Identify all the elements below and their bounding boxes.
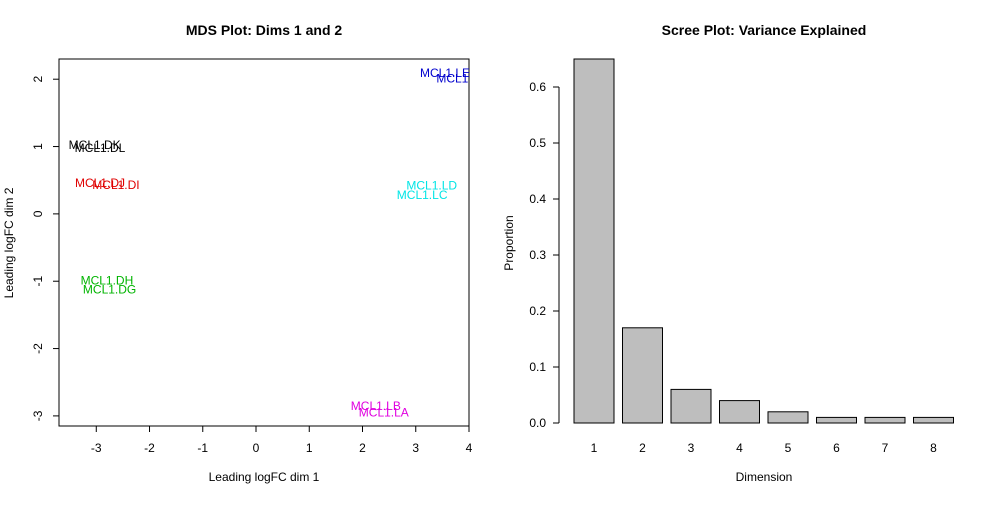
mds-plot-frame: [58, 58, 470, 427]
mds-point-label: MCL1.DK: [69, 138, 121, 152]
scree-x-tick-label: 8: [930, 441, 937, 455]
scree-bar: [864, 416, 906, 424]
scree-x-tick-labels: 1 2 3 4 5 6 7 8: [591, 441, 938, 455]
mds-plot-panel: MDS Plot: Dims 1 and 2 Leading logFC dim…: [2, 22, 485, 484]
mds-x-tick-label: 4: [466, 441, 473, 455]
scree-bar: [913, 416, 954, 424]
mds-point-label: MCL1.DG: [83, 282, 136, 296]
mds-y-tick-label: 1: [31, 143, 45, 150]
mds-x-tick-label: 0: [253, 441, 260, 455]
scree-y-tick-label: 0.4: [529, 192, 546, 206]
mds-x-axis-label: Leading logFC dim 1: [209, 470, 320, 484]
mds-point-label: MCL1.LC: [397, 188, 448, 202]
scree-x-tick-label: 7: [882, 441, 889, 455]
scree-y-axis: 0.0 0.1 0.2 0.3 0.4 0.5 0.6: [529, 80, 560, 430]
scree-y-tick-label: 0.0: [529, 416, 546, 430]
mds-x-tick-label: -1: [197, 441, 208, 455]
scree-y-tick-label: 0.1: [529, 360, 546, 374]
mds-plot-title: MDS Plot: Dims 1 and 2: [186, 22, 343, 38]
mds-y-tick-label: -1: [31, 276, 45, 287]
mds-x-tick-label: 1: [306, 441, 313, 455]
scree-bar: [670, 388, 712, 424]
scree-plot-title: Scree Plot: Variance Explained: [662, 22, 867, 38]
scree-bar: [816, 416, 857, 424]
mds-point-label: MCL1.LE: [420, 66, 470, 80]
scree-bar: [719, 400, 760, 424]
scree-bar: [573, 58, 615, 424]
mds-point-label: MCL1.DI: [92, 178, 139, 192]
scree-bar: [767, 411, 809, 424]
mds-x-tick-label: -2: [144, 441, 155, 455]
mds-point-label: MCL1.DJ: [75, 176, 125, 190]
scree-bar: [622, 327, 663, 424]
scree-y-axis-label: Proportion: [502, 215, 516, 270]
mds-y-tick-label: -3: [31, 410, 45, 421]
scree-x-tick-label: 1: [591, 441, 598, 455]
mds-y-tick-label: 2: [31, 76, 45, 83]
scree-bars: [573, 58, 954, 424]
mds-point-label: MCL1.LF: [436, 72, 485, 86]
scree-y-tick-label: 0.2: [529, 304, 546, 318]
scree-plot-panel: Scree Plot: Variance Explained Dimension…: [502, 22, 954, 484]
mds-point-labels: MCL1.LEMCL1.LFMCL1.DKMCL1.DLMCL1.DJMCL1.…: [69, 66, 485, 420]
scree-y-tick-label: 0.5: [529, 136, 546, 150]
scree-y-tick-label: 0.3: [529, 248, 546, 262]
scree-x-tick-label: 4: [736, 441, 743, 455]
scree-y-tick-label: 0.6: [529, 80, 546, 94]
mds-point-label: MCL1.DL: [75, 141, 126, 155]
mds-x-tick-label: 3: [412, 441, 419, 455]
scree-x-tick-label: 2: [639, 441, 646, 455]
mds-y-axis-label: Leading logFC dim 2: [2, 187, 16, 298]
mds-y-axis: -3 -2 -1 0 1 2: [31, 76, 60, 421]
scree-x-tick-label: 3: [688, 441, 695, 455]
mds-point-label: MCL1.LD: [406, 179, 457, 193]
mds-point-label: MCL1.DH: [81, 274, 134, 288]
mds-x-axis: -3 -2 -1 0 1 2 3 4: [91, 425, 473, 455]
mds-y-tick-label: 0: [31, 210, 45, 217]
mds-point-label: MCL1.LB: [351, 399, 401, 413]
scree-x-tick-label: 6: [833, 441, 840, 455]
mds-x-tick-label: 2: [359, 441, 366, 455]
scree-x-axis-label: Dimension: [736, 470, 793, 484]
mds-point-label: MCL1.LA: [359, 406, 409, 420]
mds-x-tick-label: -3: [91, 441, 102, 455]
scree-x-tick-label: 5: [785, 441, 792, 455]
mds-y-tick-label: -2: [31, 343, 45, 354]
